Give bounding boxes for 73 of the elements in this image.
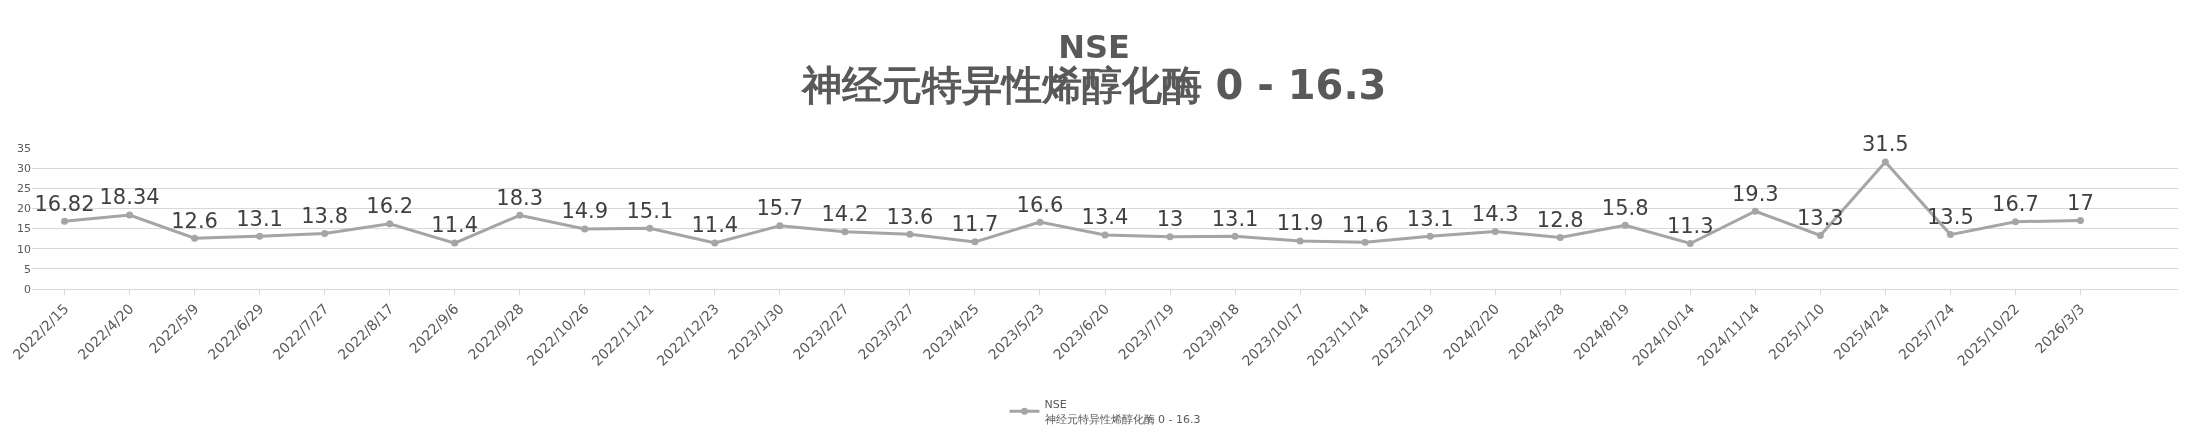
data-label: 13 bbox=[1156, 207, 1184, 232]
point bbox=[61, 217, 69, 225]
point bbox=[2011, 218, 2019, 226]
point bbox=[126, 211, 134, 219]
data-label: 11.4 bbox=[691, 213, 739, 238]
point bbox=[1231, 232, 1239, 240]
point bbox=[1166, 233, 1174, 241]
data-label: 13.3 bbox=[1796, 205, 1844, 230]
point bbox=[1556, 233, 1564, 241]
point bbox=[776, 222, 784, 230]
point bbox=[1101, 231, 1109, 239]
y-tick-label: 10 bbox=[17, 242, 31, 256]
y-tick-label: 30 bbox=[17, 161, 31, 175]
point bbox=[1946, 231, 1954, 239]
point bbox=[516, 211, 524, 219]
data-label: 15.7 bbox=[756, 196, 804, 221]
point bbox=[1881, 158, 1889, 166]
y-tick-label: 15 bbox=[17, 222, 31, 236]
data-label: 13.1 bbox=[1211, 206, 1259, 231]
data-label: 18.34 bbox=[99, 185, 160, 210]
point bbox=[646, 224, 654, 232]
data-label: 13.1 bbox=[236, 206, 283, 231]
point bbox=[711, 239, 719, 247]
point bbox=[1621, 221, 1629, 229]
data-label: 18.3 bbox=[496, 185, 544, 210]
data-label: 19.3 bbox=[1731, 181, 1779, 206]
y-tick-label: 5 bbox=[24, 262, 31, 276]
point bbox=[1036, 218, 1044, 226]
data-label: 16.2 bbox=[366, 194, 414, 219]
point bbox=[321, 229, 329, 237]
point bbox=[1686, 239, 1694, 247]
point bbox=[1491, 227, 1499, 235]
y-tick-label: 0 bbox=[24, 282, 31, 296]
data-label: 13.5 bbox=[1927, 204, 1974, 229]
point bbox=[451, 239, 459, 247]
data-label: 16.82 bbox=[34, 191, 95, 216]
point bbox=[1751, 207, 1759, 215]
data-label: 14.3 bbox=[1471, 201, 1519, 226]
data-label: 16.7 bbox=[1992, 192, 2039, 217]
point bbox=[256, 232, 264, 240]
y-tick-label: 25 bbox=[17, 182, 31, 196]
data-label: 11.4 bbox=[431, 213, 479, 238]
point bbox=[386, 220, 394, 228]
data-label: 11.3 bbox=[1666, 213, 1714, 238]
point bbox=[191, 234, 199, 242]
data-label: 15.1 bbox=[626, 198, 674, 223]
data-label: 13.4 bbox=[1081, 205, 1129, 230]
data-label: 15.8 bbox=[1601, 195, 1649, 220]
data-label: 17 bbox=[2067, 190, 2094, 215]
data-label: 14.2 bbox=[821, 202, 869, 227]
legend-label: NSE 神经元特异性烯醇化酶 0 - 16.3 bbox=[1044, 398, 1201, 426]
data-label: 14.9 bbox=[561, 199, 609, 224]
point bbox=[1426, 232, 1434, 240]
data-label: 13.1 bbox=[1406, 206, 1454, 231]
point bbox=[906, 230, 914, 238]
data-label: 11.9 bbox=[1276, 211, 1324, 236]
y-tick-label: 20 bbox=[17, 202, 31, 216]
point bbox=[1816, 231, 1824, 239]
data-label: 11.6 bbox=[1341, 212, 1389, 237]
data-label: 11.7 bbox=[951, 212, 999, 237]
point bbox=[2076, 217, 2084, 225]
data-label: 16.6 bbox=[1016, 192, 1064, 217]
y-tick-label: 35 bbox=[17, 141, 31, 155]
point bbox=[971, 238, 979, 246]
point bbox=[581, 225, 589, 233]
point bbox=[1296, 237, 1304, 245]
point bbox=[841, 228, 849, 236]
data-label: 13.8 bbox=[301, 203, 349, 228]
point bbox=[1361, 238, 1369, 246]
data-label: 12.6 bbox=[171, 208, 218, 233]
data-label: 12.8 bbox=[1536, 207, 1584, 232]
data-label: 31.5 bbox=[1861, 132, 1909, 157]
data-label: 13.6 bbox=[886, 204, 934, 229]
